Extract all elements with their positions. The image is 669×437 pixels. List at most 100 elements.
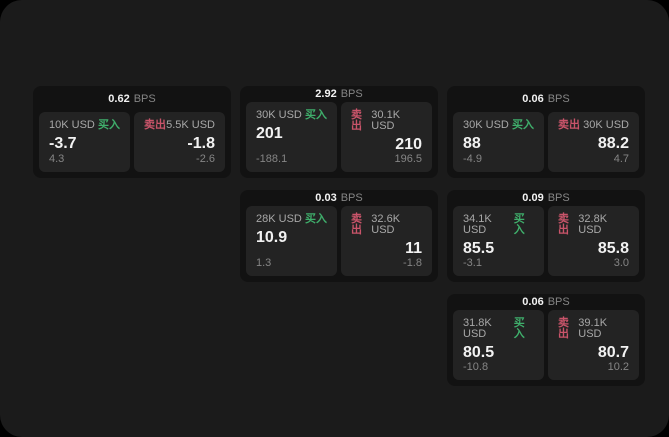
spread-bps-unit: BPS bbox=[547, 92, 570, 105]
buy-price: 85.5 bbox=[463, 240, 495, 258]
buy-quote-panel[interactable]: 30K USD 买入 201 -188.1 bbox=[246, 102, 337, 172]
sell-price: -1.8 bbox=[187, 135, 215, 152]
buy-price: 80.5 bbox=[463, 344, 495, 362]
quote-card-body: 28K USD 买入 10.9 1.3 卖出 32.6K USD 11 -1.8 bbox=[240, 206, 438, 282]
sell-side-label: 卖出 bbox=[351, 109, 362, 133]
spread-header: 0.06 BPS bbox=[447, 294, 645, 310]
sell-price: 210 bbox=[395, 136, 422, 154]
spread-bps-value: 2.92 bbox=[315, 87, 337, 100]
spread-bps-value: 0.09 bbox=[522, 191, 544, 204]
buy-sub-value: -4.9 bbox=[463, 153, 482, 165]
sell-sub-value: -1.8 bbox=[403, 257, 422, 269]
buy-panel-top: 10K USD 买入 bbox=[49, 120, 120, 131]
buy-amount: 10K USD bbox=[49, 119, 95, 131]
buy-quote-panel[interactable]: 28K USD 买入 10.9 1.3 bbox=[246, 206, 337, 276]
buy-side-label: 买入 bbox=[98, 119, 120, 131]
sell-amount: 32.8K USD bbox=[578, 213, 608, 237]
buy-sub-value: 1.3 bbox=[256, 257, 272, 269]
sell-panel-top: 卖出 32.6K USD bbox=[351, 214, 422, 236]
spread-bps-unit: BPS bbox=[340, 191, 363, 204]
buy-price: 88 bbox=[463, 135, 481, 152]
buy-amount: 28K USD bbox=[256, 213, 302, 226]
sell-sub-value: 196.5 bbox=[394, 153, 422, 165]
quote-card: 0.06 BPS 31.8K USD 买入 80.5 -10.8 卖出 39.1… bbox=[447, 294, 645, 386]
buy-sub-value: -10.8 bbox=[463, 361, 489, 373]
sell-sub-value: -2.6 bbox=[196, 153, 215, 165]
sell-panel-top: 卖出 39.1K USD bbox=[558, 318, 629, 340]
sell-price: 88.2 bbox=[597, 135, 629, 152]
spread-bps-unit: BPS bbox=[133, 92, 156, 105]
spread-bps-value: 0.62 bbox=[108, 92, 130, 105]
buy-sub-value: -188.1 bbox=[256, 153, 288, 165]
buy-quote-panel[interactable]: 30K USD 买入 88 -4.9 bbox=[453, 112, 544, 172]
buy-side-label: 买入 bbox=[512, 119, 534, 131]
buy-panel-top: 30K USD 买入 bbox=[463, 120, 534, 131]
quote-card-body: 30K USD 买入 88 -4.9 卖出 30K USD 88.2 4.7 bbox=[447, 112, 645, 178]
buy-side-label: 买入 bbox=[513, 317, 525, 341]
sell-quote-panel[interactable]: 卖出 39.1K USD 80.7 10.2 bbox=[548, 310, 639, 380]
spread-bps-value: 0.03 bbox=[315, 191, 337, 204]
quote-card-body: 31.8K USD 买入 80.5 -10.8 卖出 39.1K USD 80.… bbox=[447, 310, 645, 386]
spread-bps-value: 0.06 bbox=[522, 92, 544, 105]
sell-amount: 32.6K USD bbox=[371, 213, 401, 237]
buy-side-label: 买入 bbox=[305, 213, 327, 226]
sell-quote-panel[interactable]: 卖出 5.5K USD -1.8 -2.6 bbox=[134, 112, 225, 172]
sell-panel-top: 卖出 30K USD bbox=[558, 120, 629, 131]
sell-price: 11 bbox=[405, 240, 422, 258]
sell-quote-panel[interactable]: 卖出 32.6K USD 11 -1.8 bbox=[341, 206, 432, 276]
sell-side-label: 卖出 bbox=[351, 213, 362, 237]
buy-side-label: 买入 bbox=[305, 109, 327, 122]
buy-quote-panel[interactable]: 10K USD 买入 -3.7 4.3 bbox=[39, 112, 130, 172]
sell-panel-top: 卖出 30.1K USD bbox=[351, 110, 422, 132]
quote-card: 0.09 BPS 34.1K USD 买入 85.5 -3.1 卖出 32.8K… bbox=[447, 190, 645, 282]
buy-sub-value: 4.3 bbox=[49, 153, 65, 165]
spread-bps-unit: BPS bbox=[340, 87, 363, 100]
buy-side-label: 买入 bbox=[513, 213, 525, 237]
sell-quote-panel[interactable]: 卖出 30K USD 88.2 4.7 bbox=[548, 112, 639, 172]
sell-quote-panel[interactable]: 卖出 30.1K USD 210 196.5 bbox=[341, 102, 432, 172]
buy-panel-top: 28K USD 买入 bbox=[256, 214, 327, 225]
spread-header: 0.09 BPS bbox=[447, 190, 645, 206]
buy-panel-top: 34.1K USD 买入 bbox=[463, 214, 534, 236]
buy-price: 201 bbox=[256, 125, 283, 143]
spread-bps-value: 0.06 bbox=[522, 295, 544, 308]
sell-side-label: 卖出 bbox=[558, 119, 580, 131]
sell-sub-value: 4.7 bbox=[613, 153, 629, 165]
sell-sub-value: 3.0 bbox=[613, 257, 629, 269]
buy-price: 10.9 bbox=[256, 229, 288, 247]
sell-sub-value: 10.2 bbox=[607, 361, 629, 373]
spread-bps-unit: BPS bbox=[547, 295, 570, 308]
sell-side-label: 卖出 bbox=[144, 119, 166, 131]
spread-header: 0.03 BPS bbox=[240, 190, 438, 206]
buy-quote-panel[interactable]: 31.8K USD 买入 80.5 -10.8 bbox=[453, 310, 544, 380]
sell-panel-top: 卖出 32.8K USD bbox=[558, 214, 629, 236]
sell-amount: 30K USD bbox=[583, 119, 629, 131]
buy-panel-top: 30K USD 买入 bbox=[256, 110, 327, 121]
buy-quote-panel[interactable]: 34.1K USD 买入 85.5 -3.1 bbox=[453, 206, 544, 276]
quote-card-grid: 0.62 BPS 10K USD 买入 -3.7 4.3 卖出 5.5K USD… bbox=[33, 86, 645, 386]
spread-bps-unit: BPS bbox=[547, 191, 570, 204]
buy-amount: 31.8K USD bbox=[463, 317, 492, 341]
buy-amount: 30K USD bbox=[256, 109, 302, 122]
spread-header: 2.92 BPS bbox=[240, 86, 438, 102]
sell-panel-top: 卖出 5.5K USD bbox=[144, 120, 215, 131]
buy-amount: 34.1K USD bbox=[463, 213, 492, 237]
sell-side-label: 卖出 bbox=[558, 213, 569, 237]
sell-price: 80.7 bbox=[597, 344, 629, 362]
buy-sub-value: -3.1 bbox=[463, 257, 482, 269]
sell-amount: 30.1K USD bbox=[371, 109, 401, 133]
quote-card-body: 34.1K USD 买入 85.5 -3.1 卖出 32.8K USD 85.8… bbox=[447, 206, 645, 282]
spread-header: 0.06 BPS bbox=[447, 86, 645, 112]
quote-card: 0.62 BPS 10K USD 买入 -3.7 4.3 卖出 5.5K USD… bbox=[33, 86, 231, 178]
sell-side-label: 卖出 bbox=[558, 317, 569, 341]
sell-amount: 39.1K USD bbox=[578, 317, 608, 341]
buy-amount: 30K USD bbox=[463, 119, 509, 131]
sell-quote-panel[interactable]: 卖出 32.8K USD 85.8 3.0 bbox=[548, 206, 639, 276]
buy-price: -3.7 bbox=[49, 135, 77, 152]
quote-card: 2.92 BPS 30K USD 买入 201 -188.1 卖出 30.1K … bbox=[240, 86, 438, 178]
sell-price: 85.8 bbox=[597, 240, 629, 258]
quote-card-body: 30K USD 买入 201 -188.1 卖出 30.1K USD 210 1… bbox=[240, 102, 438, 178]
spread-header: 0.62 BPS bbox=[33, 86, 231, 112]
quote-card: 0.06 BPS 30K USD 买入 88 -4.9 卖出 30K USD 8… bbox=[447, 86, 645, 178]
